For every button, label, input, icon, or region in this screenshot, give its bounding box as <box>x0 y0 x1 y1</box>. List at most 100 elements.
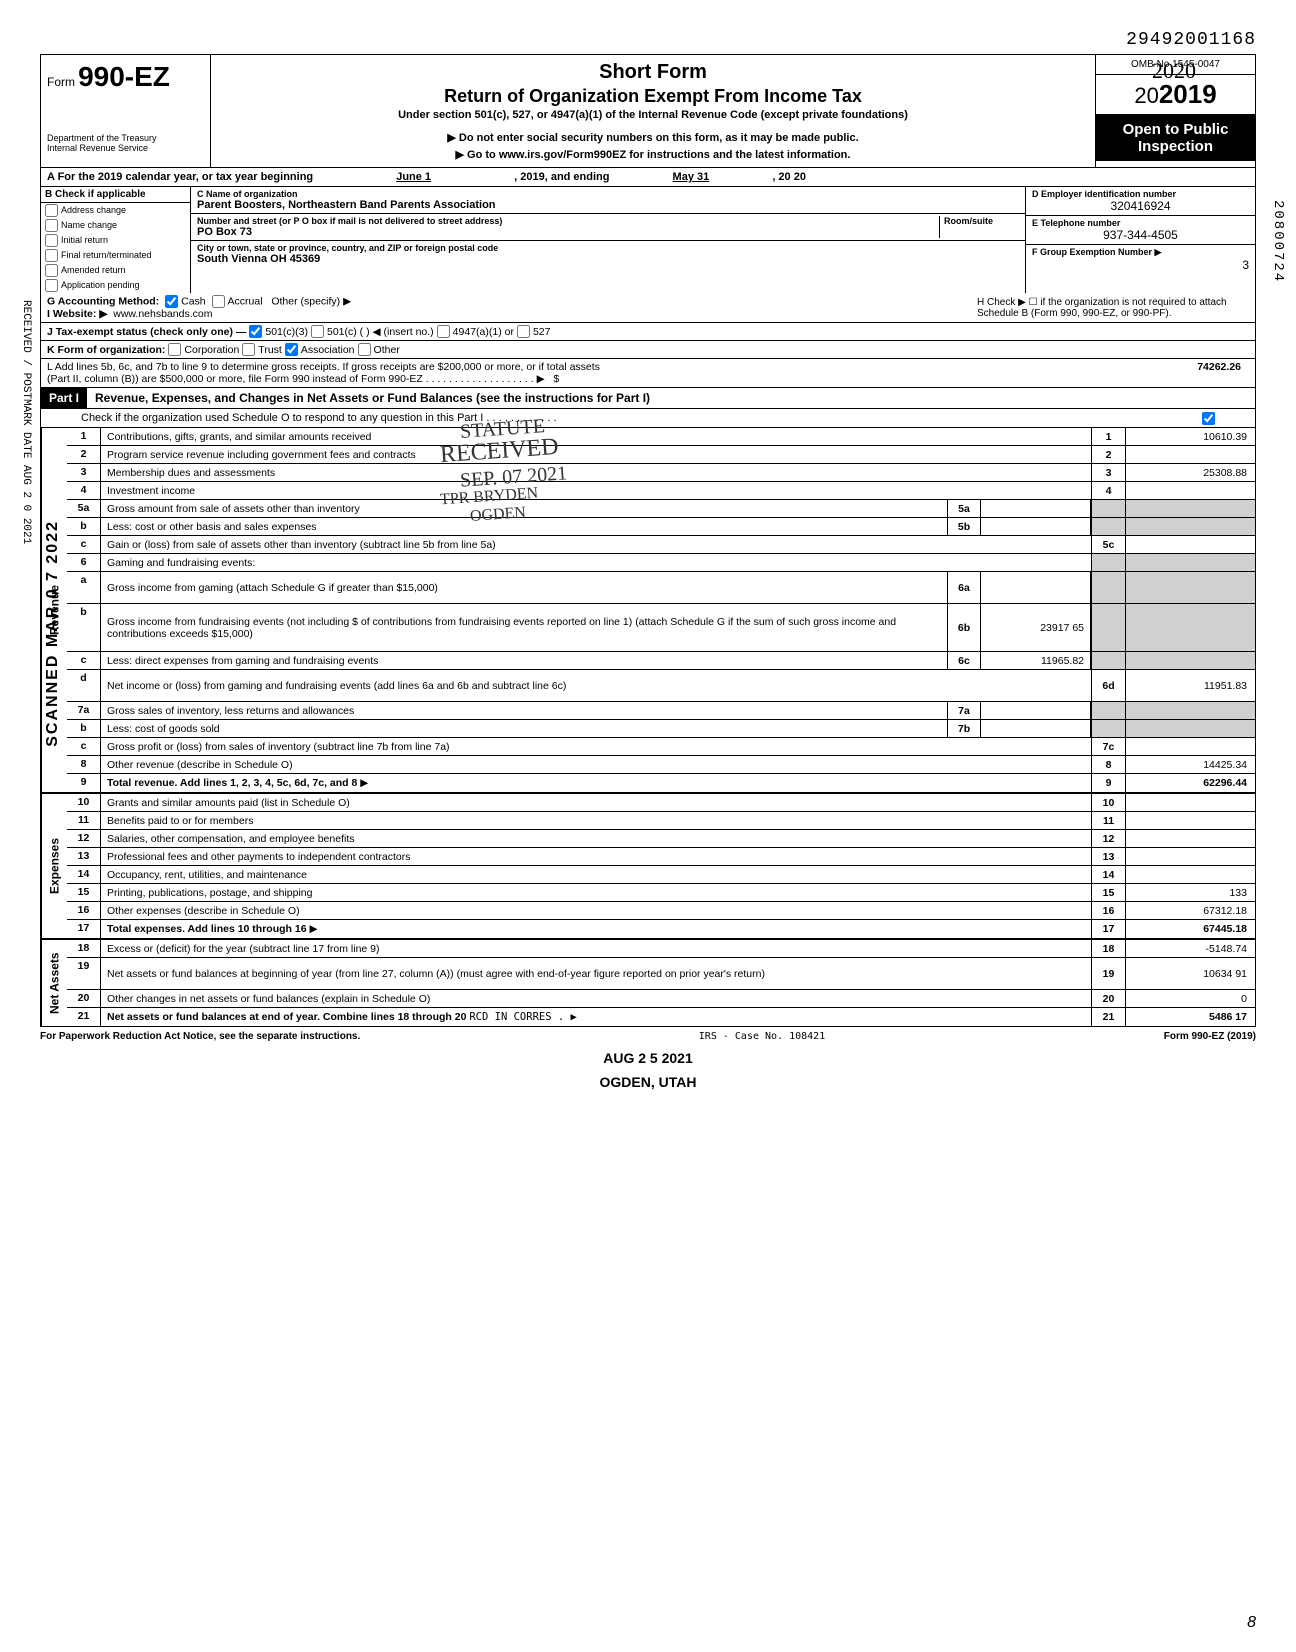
line-19-value: 10634 91 <box>1125 958 1255 989</box>
room-label: Room/suite <box>944 216 1019 226</box>
col-b-checkboxes: B Check if applicable Address change Nam… <box>41 187 191 293</box>
chk-other-org[interactable] <box>358 343 371 356</box>
line-5a-desc: Gross amount from sale of assets other t… <box>107 503 360 515</box>
chk-name-change[interactable] <box>45 219 58 232</box>
line-4-value <box>1125 482 1255 499</box>
irs-case-no: IRS - Case No. 108421 <box>699 1031 825 1042</box>
line-6c-desc: Less: direct expenses from gaming and fu… <box>107 655 378 667</box>
line-k: K Form of organization: Corporation Trus… <box>40 341 1256 359</box>
org-name-label: C Name of organization <box>197 189 1019 199</box>
tel-label: E Telephone number <box>1032 218 1249 228</box>
line-14-desc: Occupancy, rent, utilities, and maintena… <box>107 869 307 881</box>
part1-badge: Part I <box>41 388 87 408</box>
line-8-desc: Other revenue (describe in Schedule O) <box>107 759 293 771</box>
line-6d-value: 11951.83 <box>1125 670 1255 701</box>
line-2-value <box>1125 446 1255 463</box>
line-16-value: 67312.18 <box>1125 902 1255 919</box>
line-15-value: 133 <box>1125 884 1255 901</box>
vertical-postmark-stamp: RECEIVED / POSTMARK DATE AUG 2 0 2021 <box>20 300 32 544</box>
stamp-received-date-2: AUG 2 5 2021 <box>40 1050 1256 1066</box>
chk-amended[interactable] <box>45 264 58 277</box>
line-21-value: 5486 17 <box>1125 1008 1255 1026</box>
chk-accrual[interactable] <box>212 295 225 308</box>
org-address: PO Box 73 <box>197 226 939 238</box>
chk-assoc[interactable] <box>285 343 298 356</box>
chk-initial-return[interactable] <box>45 234 58 247</box>
col-de: D Employer identification number 3204169… <box>1025 187 1255 293</box>
line-1-value: 10610.39 <box>1125 428 1255 445</box>
part1-title: Revenue, Expenses, and Changes in Net As… <box>87 388 1255 408</box>
tel-value: 937-344-4505 <box>1032 228 1249 242</box>
line-7b-desc: Less: cost of goods sold <box>107 723 220 735</box>
revenue-section: Revenue 1Contributions, gifts, grants, a… <box>40 428 1256 793</box>
line-4-desc: Investment income <box>107 485 195 497</box>
line-13-desc: Professional fees and other payments to … <box>107 851 411 863</box>
chk-cash[interactable] <box>165 295 178 308</box>
ssn-warning: ▶ Do not enter social security numbers o… <box>221 131 1085 144</box>
org-city: South Vienna OH 45369 <box>197 253 1019 265</box>
line-6c-value: 11965.82 <box>981 652 1091 669</box>
line-5c-value <box>1125 536 1255 553</box>
top-dln: 29492001168 <box>40 30 1256 50</box>
form-prefix: Form <box>47 75 75 89</box>
org-name: Parent Boosters, Northeastern Band Paren… <box>197 199 1019 211</box>
chk-4947[interactable] <box>437 325 450 338</box>
expenses-section: Expenses 10Grants and similar amounts pa… <box>40 793 1256 939</box>
chk-trust[interactable] <box>242 343 255 356</box>
stamp-corres: RCD IN CORRES . ▶ <box>469 1011 576 1023</box>
chk-app-pending[interactable] <box>45 279 58 292</box>
line-9-value: 62296.44 <box>1125 774 1255 792</box>
dln-side-number: 20800724 <box>1270 200 1286 283</box>
chk-501c3[interactable] <box>249 325 262 338</box>
footer-right: Form 990-EZ (2019) <box>1164 1031 1256 1042</box>
line-l: L Add lines 5b, 6c, and 7b to line 9 to … <box>40 359 1256 388</box>
line-1-desc: Contributions, gifts, grants, and simila… <box>107 431 371 443</box>
footer-left: For Paperwork Reduction Act Notice, see … <box>40 1031 360 1042</box>
line-2-desc: Program service revenue including govern… <box>107 449 416 461</box>
page-corner-number: 8 <box>1247 1614 1256 1632</box>
line-6d-desc: Net income or (loss) from gaming and fun… <box>107 680 566 692</box>
line-19-desc: Net assets or fund balances at beginning… <box>107 968 765 980</box>
line-20-desc: Other changes in net assets or fund bala… <box>107 993 430 1005</box>
line-k-label: K Form of organization: <box>47 344 165 356</box>
chk-schedule-o[interactable] <box>1202 412 1215 425</box>
addr-label: Number and street (or P O box if mail is… <box>197 216 939 226</box>
chk-address-change[interactable] <box>45 204 58 217</box>
col-b-header: B Check if applicable <box>41 187 190 203</box>
line-h: H Check ▶ ☐ if the organization is not r… <box>969 297 1249 319</box>
line-18-value: -5148.74 <box>1125 940 1255 957</box>
line-11-desc: Benefits paid to or for members <box>107 815 253 827</box>
website-value: www.nehsbands.com <box>113 308 212 320</box>
line-16-desc: Other expenses (describe in Schedule O) <box>107 905 300 917</box>
chk-final-return[interactable] <box>45 249 58 262</box>
chk-527[interactable] <box>517 325 530 338</box>
line-7c-value <box>1125 738 1255 755</box>
line-15-desc: Printing, publications, postage, and shi… <box>107 887 312 899</box>
line-17-desc: Total expenses. Add lines 10 through 16 <box>107 923 307 935</box>
group-label: F Group Exemption Number ▶ <box>1032 247 1249 258</box>
info-section: B Check if applicable Address change Nam… <box>40 187 1256 293</box>
side-net-assets: Net Assets <box>41 940 67 1026</box>
line-20-value: 0 <box>1125 990 1255 1007</box>
line-i-label: I Website: ▶ <box>47 308 107 320</box>
open-to-public: Open to Public Inspection <box>1096 115 1255 161</box>
stamp-ogden-utah: OGDEN, UTAH <box>40 1074 1256 1090</box>
line-12-desc: Salaries, other compensation, and employ… <box>107 833 354 845</box>
line-21-desc: Net assets or fund balances at end of ye… <box>107 1011 466 1023</box>
line-6a-desc: Gross income from gaming (attach Schedul… <box>107 582 438 594</box>
title-main: Return of Organization Exempt From Incom… <box>221 86 1085 107</box>
scanned-stamp: SCANNED MAR 0 7 2022 <box>44 520 62 747</box>
line-g-i: G Accounting Method: Cash Accrual Other … <box>40 293 1256 323</box>
line-j-label: J Tax-exempt status (check only one) — <box>47 326 246 338</box>
line-g-label: G Accounting Method: <box>47 295 159 307</box>
part1-check-o: Check if the organization used Schedule … <box>40 409 1256 428</box>
line-8-value: 14425.34 <box>1125 756 1255 773</box>
line-6b-value: 23917 65 <box>981 604 1091 651</box>
col-c: C Name of organization Parent Boosters, … <box>191 187 1025 293</box>
group-value: 3 <box>1032 258 1249 272</box>
city-label: City or town, state or province, country… <box>197 243 1019 253</box>
side-expenses: Expenses <box>41 794 67 938</box>
chk-corp[interactable] <box>168 343 181 356</box>
chk-501c[interactable] <box>311 325 324 338</box>
ein-value: 320416924 <box>1032 199 1249 213</box>
